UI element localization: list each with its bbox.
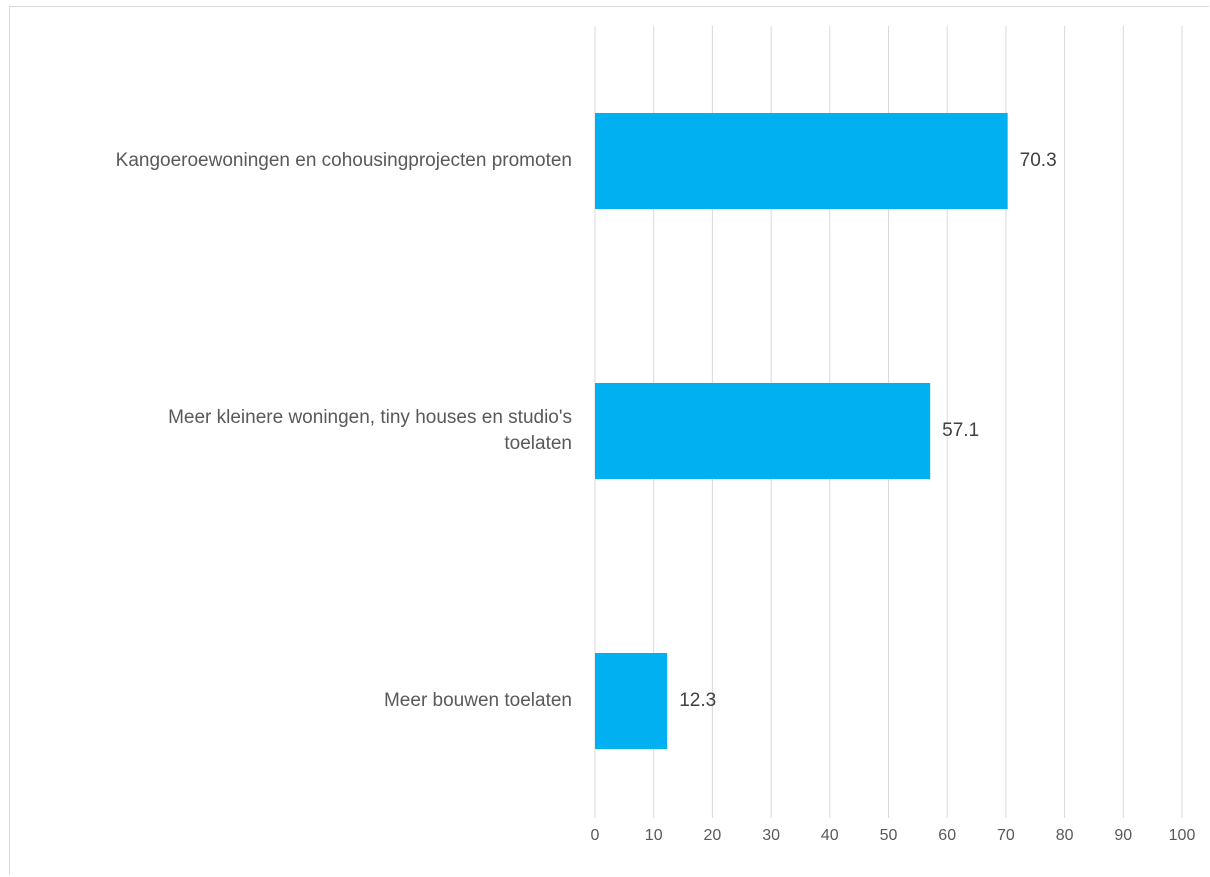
data-label: 57.1 [942, 420, 979, 441]
category-label-line: Meer bouwen toelaten [384, 690, 572, 711]
x-tick-label: 100 [1169, 827, 1196, 844]
data-label: 70.3 [1020, 150, 1057, 171]
x-tick-label: 70 [997, 827, 1015, 844]
category-label: Kangoeroewoningen en cohousingprojecten … [116, 150, 572, 171]
x-tick-label: 10 [645, 827, 663, 844]
category-label: Meer kleinere woningen, tiny houses en s… [168, 407, 572, 454]
x-tick-label: 30 [762, 827, 780, 844]
data-label: 12.3 [679, 690, 716, 711]
x-axis-tick-labels: 0 10 20 30 40 50 60 70 80 90 100 [591, 827, 1196, 844]
bar [595, 113, 1008, 209]
category-label-line: toelaten [504, 433, 572, 454]
x-tick-label: 90 [1114, 827, 1132, 844]
category-label-line: Meer kleinere woningen, tiny houses en s… [168, 407, 572, 428]
x-tick-label: 60 [938, 827, 956, 844]
category-labels: Kangoeroewoningen en cohousingprojecten … [116, 150, 572, 711]
chart-frame [9, 6, 1209, 875]
x-tick-label: 40 [821, 827, 839, 844]
bar [595, 653, 668, 749]
x-tick-label: 20 [704, 827, 722, 844]
data-labels: 70.3 57.1 12.3 [679, 150, 1056, 711]
x-tick-label: 80 [1056, 827, 1074, 844]
category-label: Meer bouwen toelaten [384, 690, 572, 711]
bars [595, 113, 1008, 749]
x-tick-label: 0 [591, 827, 600, 844]
bar [595, 383, 931, 479]
x-tick-label: 50 [880, 827, 898, 844]
category-label-line: Kangoeroewoningen en cohousingprojecten … [116, 150, 572, 171]
